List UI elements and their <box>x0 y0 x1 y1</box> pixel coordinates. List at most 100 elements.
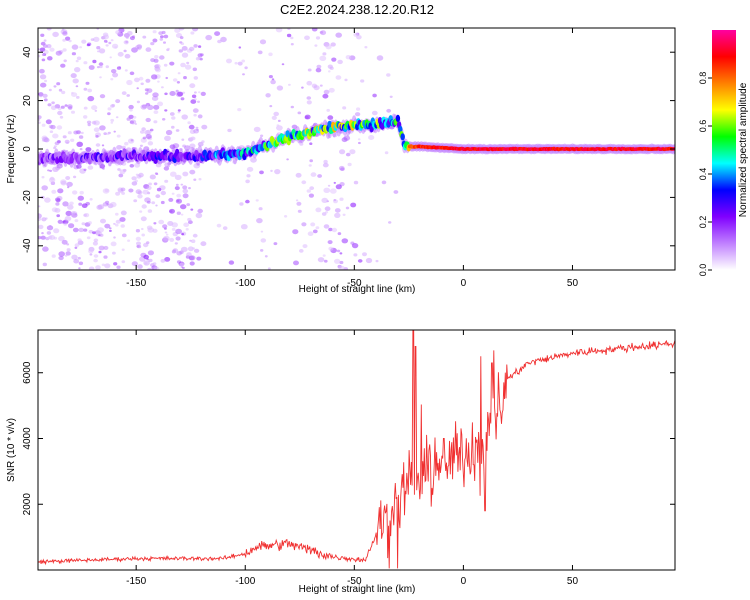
heatmap-noise-cell <box>220 36 227 43</box>
heatmap-noise-cell <box>77 238 82 242</box>
heatmap-noise-cell <box>104 263 111 269</box>
heatmap-noise-cell <box>97 66 100 69</box>
heatmap-noise-cell <box>53 228 60 234</box>
heatmap-noise-cell <box>153 120 158 124</box>
heatmap-noise-cell <box>103 34 109 40</box>
heatmap-noise-cell <box>121 191 125 195</box>
heatmap-noise-cell <box>136 87 139 90</box>
heatmap-noise-cell <box>145 117 151 123</box>
heatmap-noise-cell <box>96 204 103 210</box>
heatmap-noise-cell <box>196 256 202 261</box>
heatmap-noise-cell <box>99 65 103 69</box>
heatmap-noise-cell <box>127 239 131 242</box>
snr-x-tick-label: 50 <box>567 576 579 587</box>
heatmap-noise-cell <box>41 53 45 57</box>
heatmap-noise-cell <box>76 56 82 61</box>
heatmap-noise-cell <box>60 63 66 68</box>
heatmap-noise-cell <box>177 91 184 97</box>
heatmap-noise-cell <box>349 149 356 155</box>
heatmap-noise-cell <box>49 225 52 227</box>
heatmap-noise-cell <box>334 212 341 218</box>
heatmap-noise-cell <box>192 247 196 250</box>
heatmap-noise-cell <box>316 64 322 69</box>
snr-y-tick-label: 6000 <box>22 361 33 384</box>
heatmap-noise-cell <box>194 91 197 94</box>
spectrogram-y-tick-label: 40 <box>22 46 33 58</box>
heatmap-noise-cell <box>94 109 98 112</box>
heatmap-noise-cell <box>128 188 134 193</box>
heatmap-noise-cell <box>120 187 126 192</box>
heatmap-noise-cell <box>274 169 281 175</box>
heatmap-noise-cell <box>49 169 52 172</box>
heatmap-noise-cell <box>386 73 391 77</box>
heatmap-noise-cell <box>299 142 304 146</box>
heatmap-noise-cell <box>268 52 273 57</box>
heatmap-noise-cell <box>62 135 67 139</box>
heatmap-noise-cell <box>171 227 176 231</box>
heatmap-noise-cell <box>110 39 114 42</box>
heatmap-noise-cell <box>57 219 63 224</box>
heatmap-noise-cell <box>110 241 117 247</box>
heatmap-noise-cell <box>116 134 121 138</box>
heatmap-noise-cell <box>306 96 312 100</box>
heatmap-noise-cell <box>60 105 65 109</box>
heatmap-noise-cell <box>335 184 342 190</box>
heatmap-noise-cell <box>56 125 63 130</box>
heatmap-noise-cell <box>301 222 307 227</box>
heatmap-noise-cell <box>153 266 160 270</box>
heatmap-noise-cell <box>312 229 318 234</box>
heatmap-noise-cell <box>40 82 47 88</box>
heatmap-noise-cell <box>66 181 73 187</box>
heatmap-noise-cell <box>142 35 147 39</box>
heatmap-noise-cell <box>151 74 158 80</box>
heatmap-noise-cell <box>141 227 144 231</box>
heatmap-noise-cell <box>362 252 367 257</box>
heatmap-noise-cell <box>169 208 175 214</box>
heatmap-noise-cell <box>98 234 101 237</box>
heatmap-noise-cell <box>103 255 108 259</box>
heatmap-noise-cell <box>135 229 140 233</box>
snr-y-tick-label: 2000 <box>22 493 33 516</box>
heatmap-noise-cell <box>164 162 170 167</box>
heatmap-noise-cell <box>157 101 164 107</box>
snr-series-line <box>38 330 675 569</box>
heatmap-noise-cell <box>119 169 126 175</box>
heatmap-noise-cell <box>184 64 192 70</box>
heatmap-noise-cell <box>140 137 147 143</box>
heatmap-noise-cell <box>102 188 110 194</box>
heatmap-noise-cell <box>192 233 198 238</box>
heatmap-noise-cell <box>154 64 161 69</box>
heatmap-noise-cell <box>103 245 109 250</box>
heatmap-marks <box>38 28 675 270</box>
heatmap-noise-cell <box>99 76 102 79</box>
heatmap-noise-cell <box>163 34 169 39</box>
heatmap-noise-cell <box>67 104 73 109</box>
heatmap-noise-cell <box>147 250 154 256</box>
heatmap-noise-cell <box>151 96 159 101</box>
heatmap-noise-cell <box>148 182 153 186</box>
heatmap-noise-cell <box>145 92 149 95</box>
heatmap-noise-cell <box>304 35 310 41</box>
heatmap-noise-cell <box>158 219 165 225</box>
heatmap-noise-cell <box>197 57 201 60</box>
heatmap-noise-cell <box>321 197 329 203</box>
heatmap-noise-cell <box>92 231 96 235</box>
heatmap-noise-cell <box>138 76 144 81</box>
heatmap-noise-cell <box>38 54 41 58</box>
heatmap-noise-cell <box>386 108 392 113</box>
heatmap-noise-cell <box>175 183 179 186</box>
heatmap-noise-cell <box>326 108 331 112</box>
heatmap-noise-cell <box>54 208 61 213</box>
heatmap-noise-cell <box>78 227 84 233</box>
heatmap-noise-cell <box>83 228 88 232</box>
heatmap-noise-cell <box>93 254 99 258</box>
heatmap-noise-cell <box>319 55 327 61</box>
heatmap-noise-cell <box>127 31 133 36</box>
heatmap-noise-cell <box>52 133 59 139</box>
heatmap-noise-cell <box>297 111 302 115</box>
heatmap-noise-cell <box>149 128 154 132</box>
heatmap-noise-cell <box>172 248 179 253</box>
heatmap-noise-cell <box>322 93 329 99</box>
colorbar-ticks: 0.0 0.2 0.4 0.6 0.8 <box>698 72 712 276</box>
heatmap-noise-cell <box>120 145 123 148</box>
